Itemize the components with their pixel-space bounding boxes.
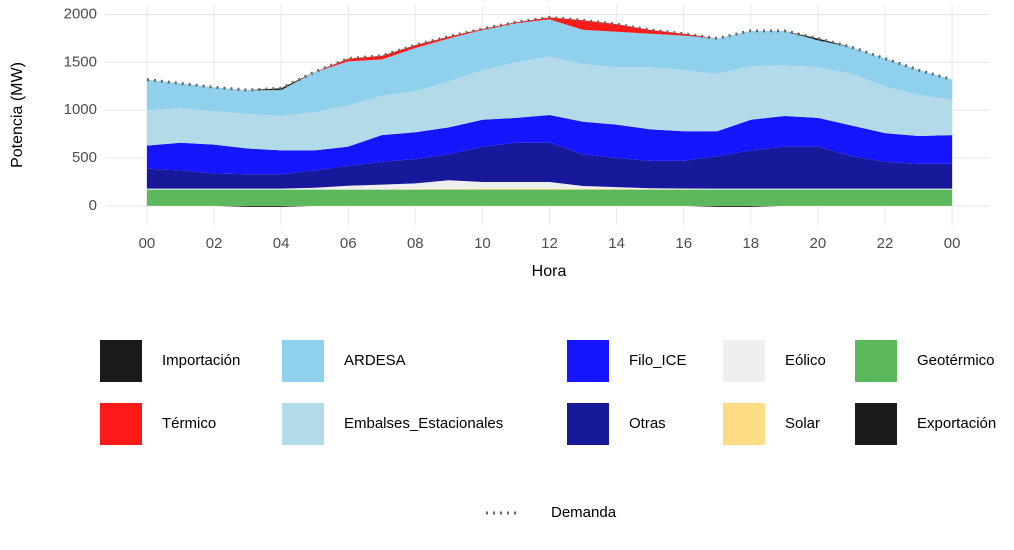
- legend-label: Demanda: [551, 504, 617, 521]
- x-tick-label: 20: [810, 235, 827, 252]
- x-tick-label: 08: [407, 235, 424, 252]
- x-tick-label: 06: [340, 235, 357, 252]
- legend-key: [100, 340, 142, 382]
- y-tick-label: 500: [72, 149, 97, 166]
- x-tick-label: 22: [877, 235, 894, 252]
- x-tick-label: 14: [608, 235, 625, 252]
- legend-key: [723, 403, 765, 445]
- legend-label: Embalses_Estacionales: [344, 415, 503, 432]
- area: [146, 115, 953, 175]
- legend-label: Solar: [785, 415, 820, 432]
- legend-key: [567, 403, 609, 445]
- legend-label: Exportación: [917, 415, 996, 432]
- x-tick-label: 18: [742, 235, 759, 252]
- y-tick-label: 0: [89, 197, 97, 214]
- legend-key: [100, 403, 142, 445]
- x-tick-label: 10: [474, 235, 491, 252]
- legend-label: Filo_ICE: [629, 352, 687, 369]
- x-tick-label: 04: [273, 235, 290, 252]
- area: [146, 205, 953, 207]
- legend-key: [855, 340, 897, 382]
- legend-label: ARDESA: [344, 352, 406, 369]
- area: [146, 189, 953, 206]
- legend-label: Importación: [162, 352, 240, 369]
- legend-key: [723, 340, 765, 382]
- legend-key: [282, 340, 324, 382]
- area: [146, 19, 953, 116]
- y-axis-title: Potencia (MW): [9, 62, 26, 168]
- legend-label: Térmico: [162, 415, 216, 432]
- legend-label: Otras: [629, 415, 666, 432]
- legend-key: [282, 403, 324, 445]
- legend-key: [567, 340, 609, 382]
- y-tick-label: 1000: [64, 101, 97, 118]
- area: [146, 56, 953, 151]
- x-tick-label: 00: [139, 235, 156, 252]
- area: [146, 180, 953, 190]
- demand-line: [146, 15, 953, 92]
- x-tick-label: 00: [944, 235, 961, 252]
- area: [146, 142, 953, 189]
- area: [146, 188, 953, 190]
- x-axis-title: Hora: [532, 263, 567, 280]
- y-tick-label: 2000: [64, 6, 97, 23]
- x-tick-label: 16: [675, 235, 692, 252]
- x-tick-label: 02: [206, 235, 223, 252]
- x-tick-label: 12: [541, 235, 558, 252]
- y-tick-label: 1500: [64, 53, 97, 70]
- legend-label: Geotérmico: [917, 352, 995, 369]
- legend-label: Eólico: [785, 352, 826, 369]
- legend-key: [855, 403, 897, 445]
